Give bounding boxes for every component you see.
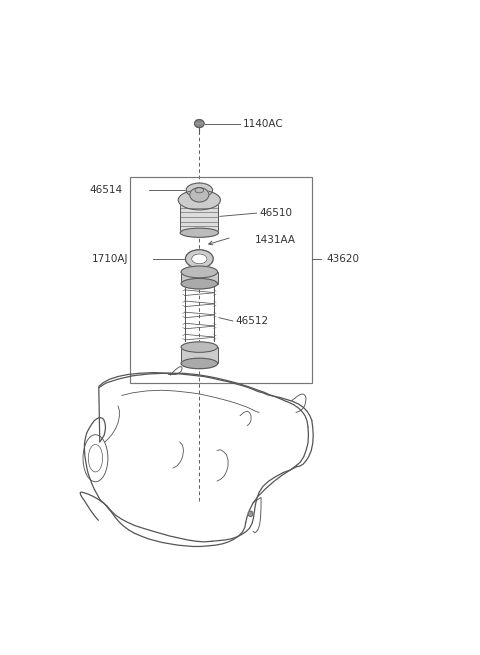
Bar: [180, 200, 218, 233]
Text: 46510: 46510: [259, 208, 292, 218]
Text: 1431AA: 1431AA: [254, 235, 295, 245]
Bar: [130, 177, 312, 383]
Text: 1710AJ: 1710AJ: [92, 254, 128, 264]
Ellipse shape: [178, 190, 220, 210]
Text: 1140AC: 1140AC: [242, 119, 283, 128]
Ellipse shape: [190, 187, 209, 202]
Ellipse shape: [185, 250, 213, 268]
Text: 46514: 46514: [90, 185, 123, 195]
Ellipse shape: [181, 342, 217, 352]
Ellipse shape: [186, 183, 213, 197]
Bar: [181, 347, 217, 364]
Ellipse shape: [180, 228, 218, 237]
Ellipse shape: [248, 511, 253, 516]
Ellipse shape: [194, 120, 204, 128]
Ellipse shape: [195, 187, 204, 193]
Ellipse shape: [192, 254, 207, 264]
Bar: [181, 272, 217, 284]
Text: 43620: 43620: [326, 254, 359, 264]
Ellipse shape: [181, 358, 217, 369]
Text: 46512: 46512: [235, 316, 268, 326]
Ellipse shape: [181, 278, 217, 289]
Ellipse shape: [181, 266, 217, 278]
